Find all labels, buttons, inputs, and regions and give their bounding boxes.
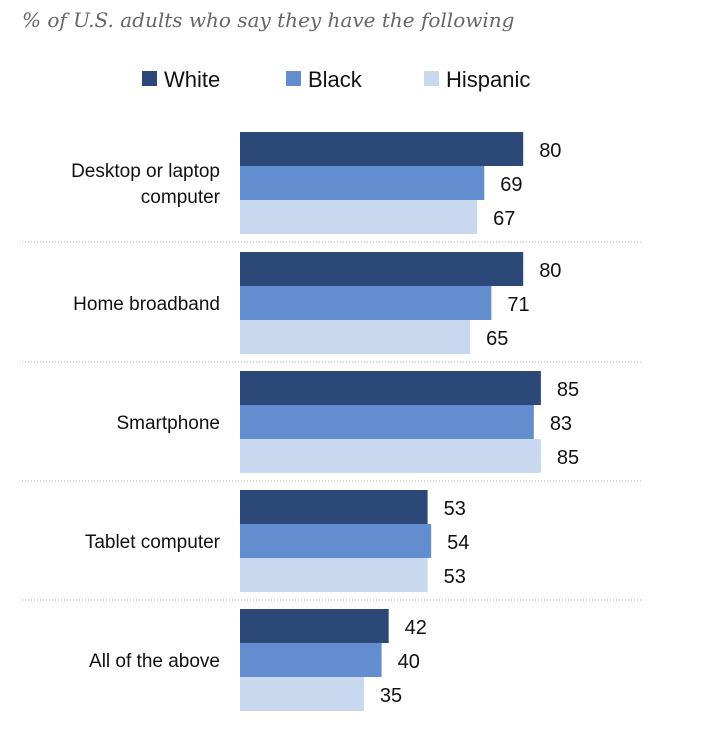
bar-white [240,252,524,286]
data-label: 80 [539,260,561,282]
data-label: 69 [500,174,522,196]
category-label: Tablet computer [85,532,221,553]
category-label: computer [141,187,221,208]
bar-black [240,643,382,677]
legend-swatch-black [286,71,301,86]
data-label: 80 [539,140,561,162]
bar-hispanic [240,320,471,354]
data-label: 53 [444,566,466,588]
category-label: All of the above [89,651,220,672]
category-label: Desktop or laptop [71,161,220,182]
bar-black [240,286,492,320]
legend-swatch-white [142,71,157,86]
legend-label-hispanic: Hispanic [446,67,530,92]
bar-black [240,405,534,439]
legend-label-white: White [164,67,220,92]
legend-label-black: Black [308,67,363,92]
plot-area: 80 69 67 Desktop or laptop computer 80 71 65 Hom… [22,132,643,711]
bar-black [240,166,485,200]
bar-white [240,490,428,524]
data-label: 42 [405,617,427,639]
data-label: 83 [550,413,572,435]
legend-swatch-hispanic [424,71,439,86]
bar-hispanic [240,200,478,234]
data-label: 40 [398,651,420,673]
bar-hispanic [240,558,428,592]
bar-hispanic [240,439,541,473]
data-label: 85 [557,447,579,469]
data-label: 71 [507,294,529,316]
bar-white [240,371,541,405]
data-label: 35 [380,685,402,707]
category-label: Smartphone [116,413,220,434]
data-label: 54 [447,532,469,554]
legend: White Black Hispanic [142,67,530,92]
chart-subtitle: % of U.S. adults who say they have the f… [22,8,514,32]
bar-white [240,132,524,166]
data-label: 65 [486,328,508,350]
category-label: Home broadband [73,294,220,315]
bar-black [240,524,432,558]
data-label: 67 [493,208,515,230]
data-label: 53 [444,498,466,520]
data-label: 85 [557,379,579,401]
bar-white [240,609,389,643]
bar-hispanic [240,677,364,711]
